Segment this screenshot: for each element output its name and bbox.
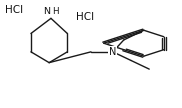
Text: HCl: HCl <box>76 12 95 22</box>
Text: H: H <box>52 7 58 16</box>
Text: HCl: HCl <box>5 5 24 15</box>
Text: N: N <box>109 47 116 57</box>
Text: N: N <box>43 7 50 16</box>
